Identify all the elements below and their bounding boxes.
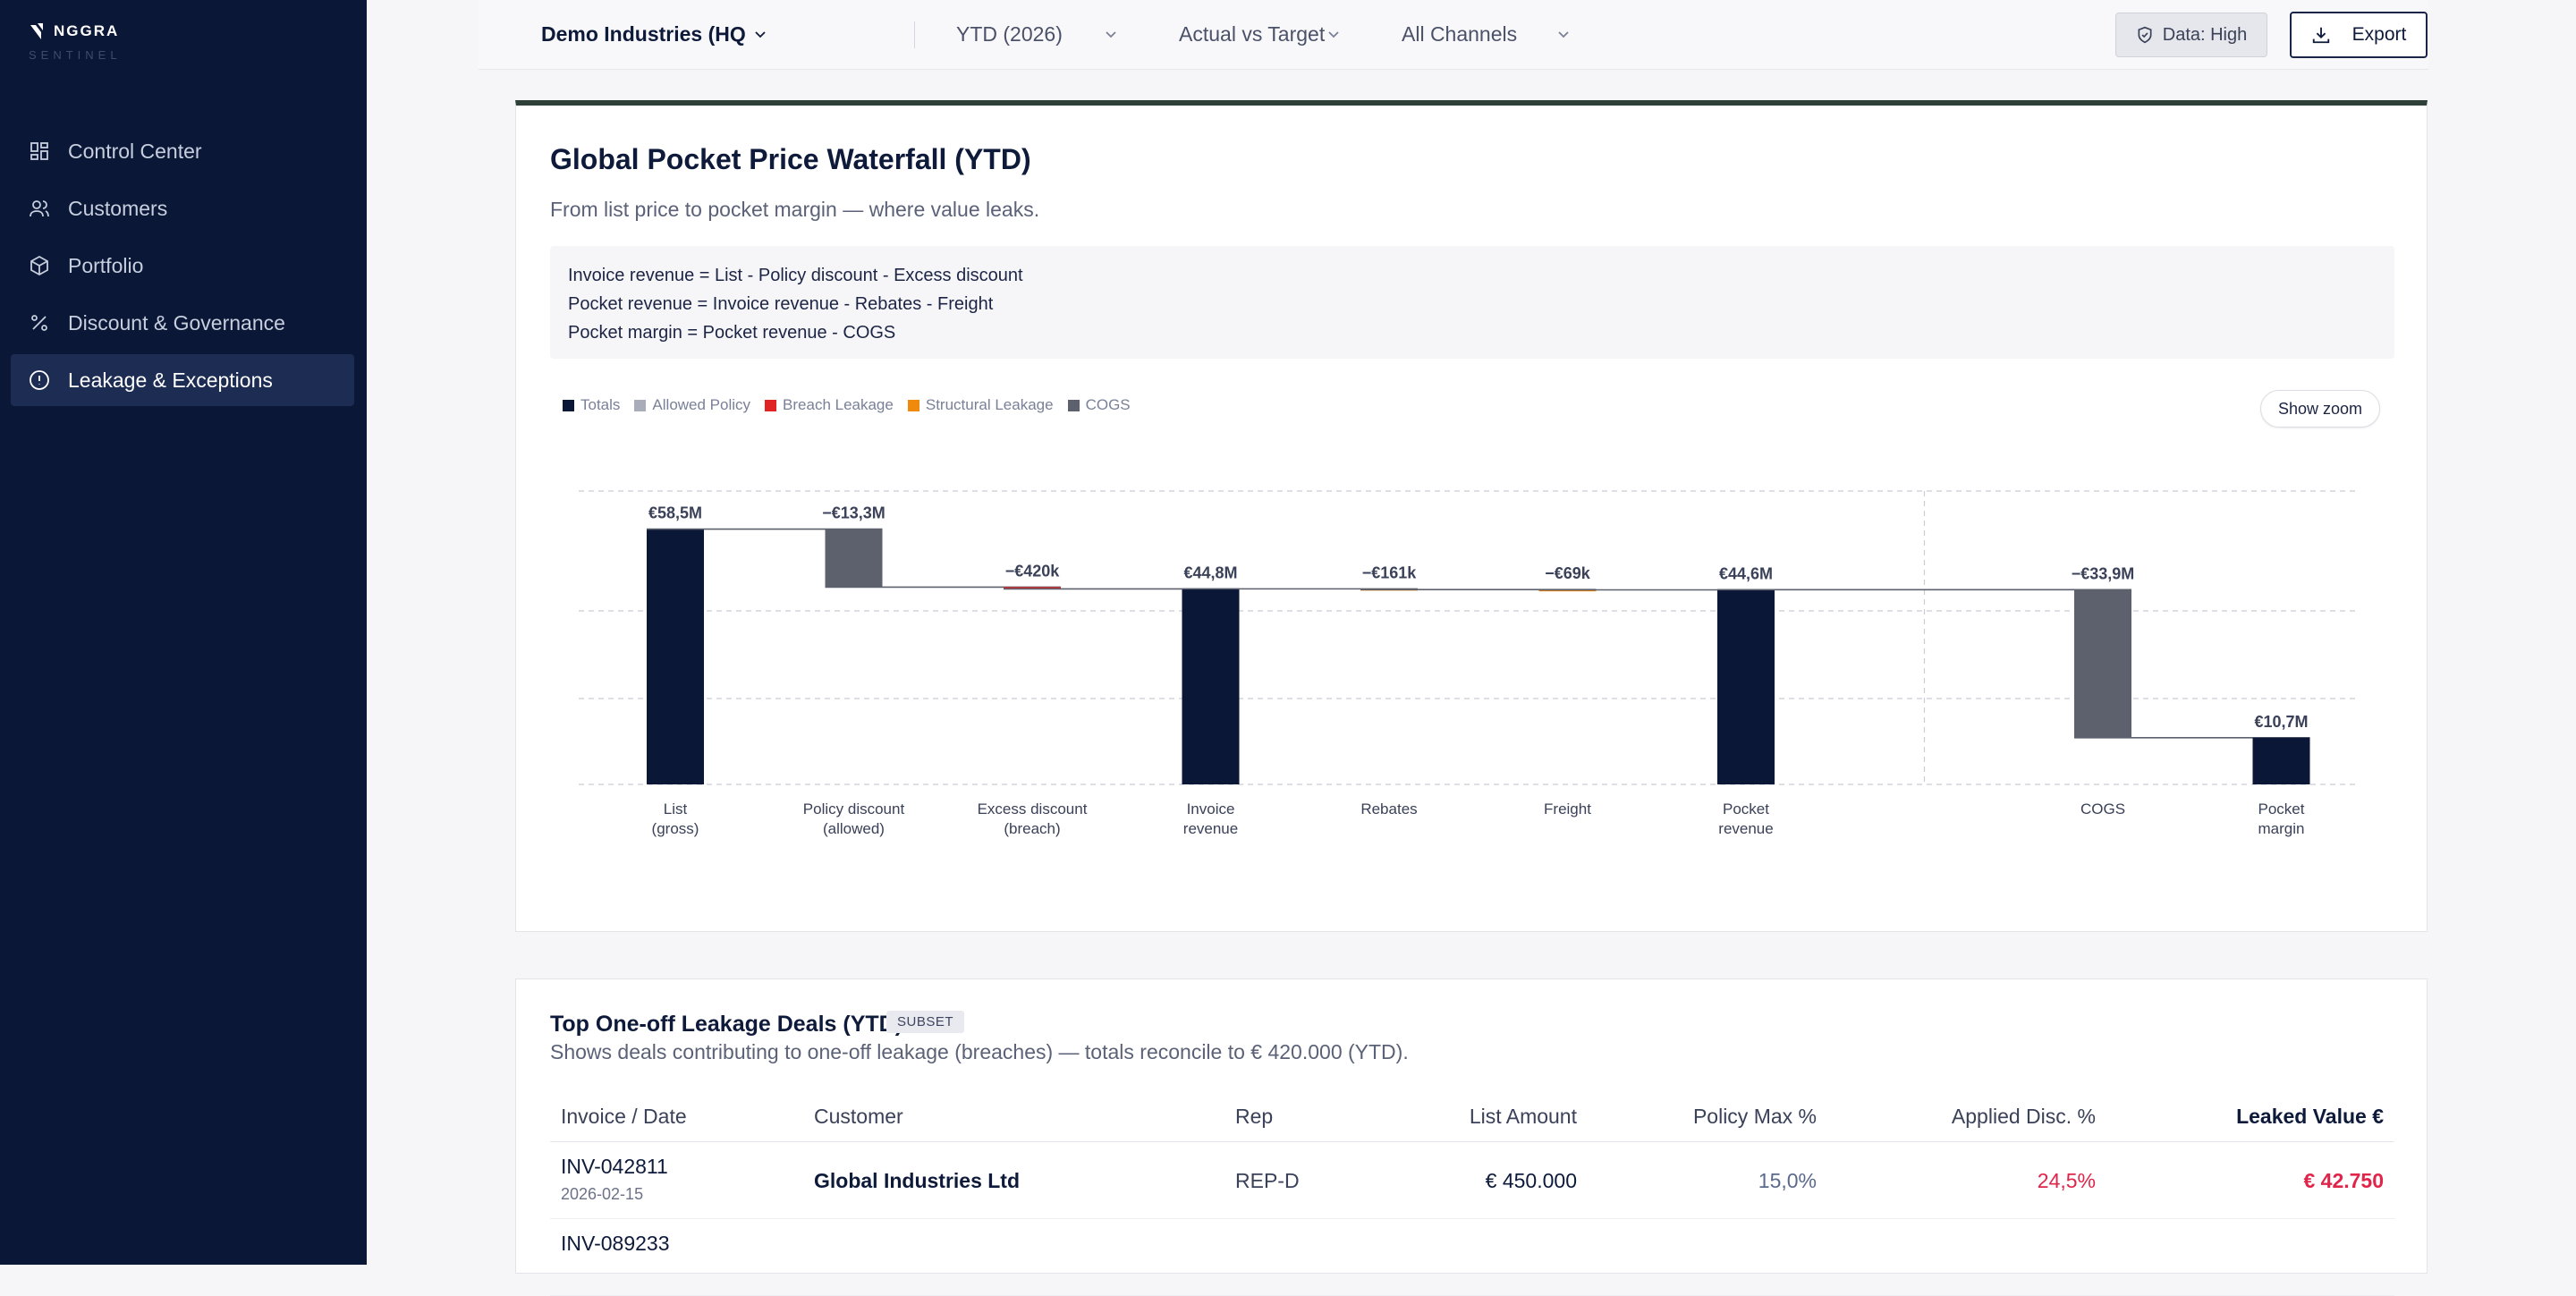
- waterfall-bar: [1717, 589, 1775, 784]
- logo-icon: [29, 21, 48, 41]
- data-quality-label: Data: High: [2163, 25, 2248, 46]
- filter-bar: Demo Industries (HQ YTD (2026) Actual vs…: [479, 0, 2428, 70]
- category-label: Freight: [1544, 800, 1591, 817]
- chevron-down-icon: [1556, 27, 1571, 41]
- main-content: Demo Industries (HQ YTD (2026) Actual vs…: [367, 0, 2576, 1265]
- divider: [914, 21, 915, 48]
- customer-name[interactable]: Global Industries Ltd: [814, 1169, 1020, 1193]
- sidebar-item-portfolio[interactable]: Portfolio: [11, 240, 354, 292]
- category-label: revenue: [1183, 820, 1238, 837]
- policy-max: 15,0%: [1758, 1169, 1817, 1193]
- category-label: revenue: [1718, 820, 1773, 837]
- category-label: Rebates: [1360, 800, 1417, 817]
- org-selector[interactable]: Demo Industries (HQ: [541, 0, 767, 68]
- sidebar-item-customers[interactable]: Customers: [11, 182, 354, 234]
- chevron-down-icon: [753, 27, 767, 41]
- waterfall-bar: [1182, 589, 1240, 784]
- data-label: −€69k: [1545, 564, 1591, 582]
- org-label: Demo Industries (HQ: [541, 22, 746, 47]
- rep-code: REP-D: [1235, 1169, 1300, 1193]
- waterfall-chart: €58,5M List (gross) −€13,3M Policy discount (…: [516, 106, 2427, 928]
- sidebar-item-label: Portfolio: [68, 254, 143, 278]
- sidebar-item-label: Discount & Governance: [68, 311, 285, 335]
- category-label: Pocket: [2258, 800, 2305, 817]
- waterfall-bar: [2074, 589, 2131, 737]
- card-description: Shows deals contributing to one-off leak…: [550, 1040, 1409, 1064]
- users-icon: [29, 198, 50, 219]
- leakage-deals-card: Top One-off Leakage Deals (YTD) SUBSET S…: [515, 978, 2428, 1274]
- table-header: Invoice / Date Customer Rep List Amount …: [550, 1096, 2394, 1142]
- data-quality-badge[interactable]: Data: High: [2115, 13, 2267, 57]
- sidebar-item-label: Control Center: [68, 140, 202, 164]
- applied-discount: 24,5%: [2038, 1169, 2096, 1193]
- waterfall-bar: [647, 529, 704, 784]
- sidebar: NGGRA SENTINEL Control Center Customers …: [0, 0, 367, 1265]
- column-header-policy-max[interactable]: Policy Max %: [1693, 1105, 1817, 1129]
- invoice-number[interactable]: INV-089233: [561, 1232, 669, 1256]
- invoice-number[interactable]: INV-042811: [561, 1155, 668, 1179]
- download-icon: [2311, 25, 2331, 45]
- column-header-list-amount[interactable]: List Amount: [1470, 1105, 1577, 1129]
- period-select[interactable]: YTD (2026): [956, 0, 1118, 68]
- list-amount: € 450.000: [1486, 1169, 1577, 1193]
- data-label: −€161k: [1362, 563, 1418, 581]
- subset-badge: SUBSET: [886, 1011, 964, 1033]
- channel-label: All Channels: [1402, 22, 1517, 47]
- grid-icon: [29, 140, 50, 162]
- column-header-applied-disc[interactable]: Applied Disc. %: [1952, 1105, 2096, 1129]
- category-label: Excess discount: [978, 800, 1088, 817]
- sidebar-item-discount-governance[interactable]: Discount & Governance: [11, 297, 354, 349]
- alert-circle-icon: [29, 369, 50, 391]
- leaked-value: € 42.750: [2303, 1169, 2384, 1193]
- category-label: margin: [2258, 820, 2305, 837]
- category-label: (gross): [652, 820, 699, 837]
- data-label: €44,6M: [1719, 564, 1773, 582]
- category-label: (allowed): [823, 820, 885, 837]
- data-label: −€420k: [1005, 562, 1061, 580]
- invoice-date: 2026-02-15: [561, 1185, 643, 1204]
- box-icon: [29, 255, 50, 276]
- waterfall-bar: [826, 529, 883, 588]
- data-label: €58,5M: [648, 504, 702, 522]
- category-label: Pocket: [1723, 800, 1769, 817]
- comparison-select[interactable]: Actual vs Target: [1179, 0, 1341, 68]
- category-label: List: [664, 800, 688, 817]
- brand-name: NGGRA: [54, 22, 119, 40]
- column-header-rep[interactable]: Rep: [1235, 1105, 1273, 1129]
- sidebar-nav: Control Center Customers Portfolio Disco…: [11, 125, 354, 411]
- data-label: −€13,3M: [822, 504, 886, 522]
- category-label: Invoice: [1187, 800, 1235, 817]
- shield-check-icon: [2136, 26, 2154, 44]
- column-header-leaked-value[interactable]: Leaked Value €: [2236, 1105, 2384, 1129]
- export-label: Export: [2352, 24, 2407, 46]
- waterfall-card: Global Pocket Price Waterfall (YTD) From…: [515, 100, 2428, 932]
- waterfall-bar: [2253, 738, 2310, 784]
- card-title: Top One-off Leakage Deals (YTD): [550, 1012, 902, 1038]
- data-label: €10,7M: [2254, 713, 2308, 731]
- percent-icon: [29, 312, 50, 334]
- sidebar-item-control-center[interactable]: Control Center: [11, 125, 354, 177]
- brand-sub: SENTINEL: [29, 48, 122, 62]
- category-label: (breach): [1004, 820, 1060, 837]
- period-label: YTD (2026): [956, 22, 1063, 47]
- data-label: −€33,9M: [2072, 564, 2135, 582]
- sidebar-item-label: Customers: [68, 197, 167, 221]
- category-label: COGS: [2080, 800, 2125, 817]
- column-header-invoice[interactable]: Invoice / Date: [561, 1105, 687, 1129]
- category-label: Policy discount: [803, 800, 905, 817]
- channel-select[interactable]: All Channels: [1402, 0, 1571, 68]
- sidebar-item-leakage-exceptions[interactable]: Leakage & Exceptions: [11, 354, 354, 406]
- chevron-down-icon: [1104, 27, 1118, 41]
- data-label: €44,8M: [1183, 563, 1237, 581]
- chevron-down-icon: [1326, 27, 1341, 41]
- table-row[interactable]: INV-089233: [550, 1221, 2394, 1296]
- export-button[interactable]: Export: [2290, 12, 2428, 58]
- sidebar-item-label: Leakage & Exceptions: [68, 368, 273, 393]
- comparison-label: Actual vs Target: [1179, 22, 1325, 47]
- table-row[interactable]: INV-042811 2026-02-15 Global Industries …: [550, 1144, 2394, 1219]
- column-header-customer[interactable]: Customer: [814, 1105, 903, 1129]
- logo[interactable]: NGGRA SENTINEL: [29, 21, 122, 62]
